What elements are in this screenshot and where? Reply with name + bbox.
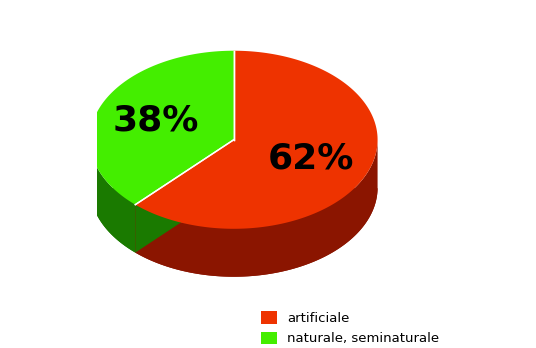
Legend: artificiale, naturale, seminaturale: artificiale, naturale, seminaturale [261, 311, 440, 346]
Polygon shape [90, 51, 234, 205]
Polygon shape [135, 51, 377, 229]
Polygon shape [135, 140, 234, 253]
Text: 38%: 38% [113, 104, 199, 138]
Text: 62%: 62% [268, 142, 354, 176]
Polygon shape [135, 188, 377, 277]
Polygon shape [135, 140, 234, 253]
Polygon shape [135, 140, 377, 277]
Polygon shape [90, 140, 135, 253]
Polygon shape [90, 188, 234, 253]
